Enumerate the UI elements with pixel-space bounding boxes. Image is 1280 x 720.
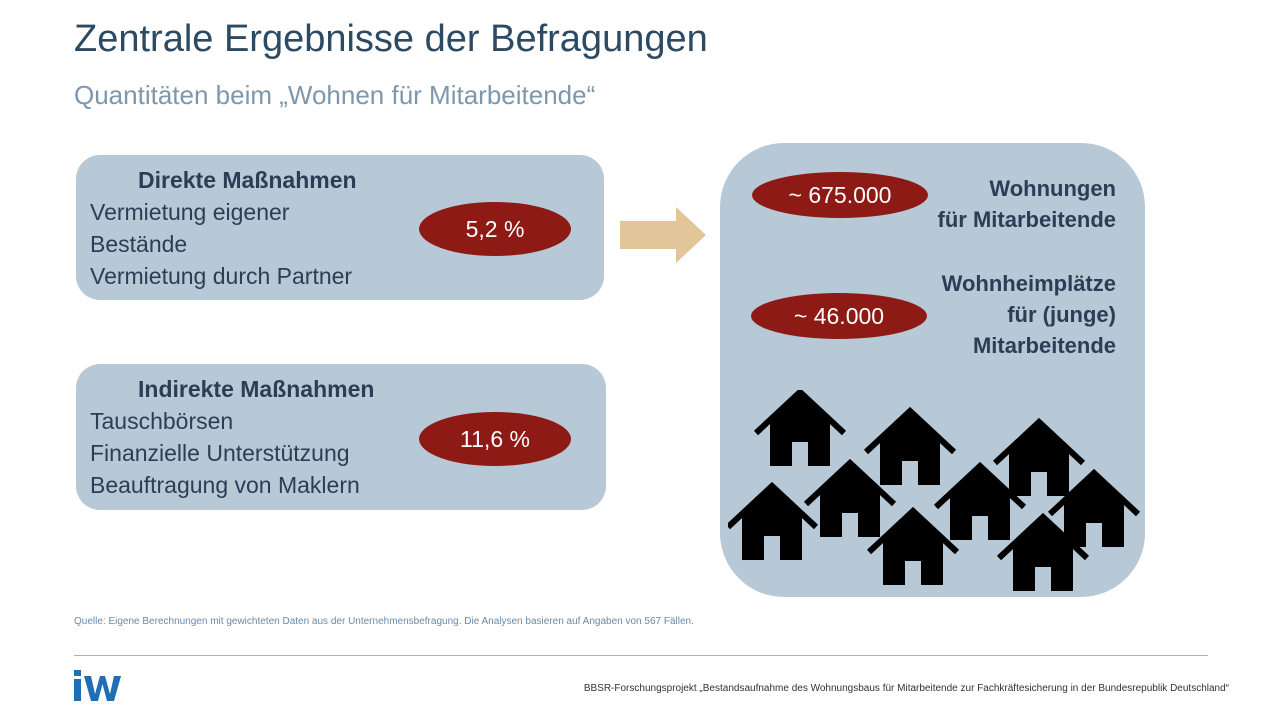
apartments-count-badge: ~ 675.000 [752,172,928,218]
arrow-right-icon [620,207,706,263]
footer-project-note: BBSR-Forschungsprojekt „Bestandsaufnahme… [583,683,1229,694]
direct-measures-line: Vermietung eigener [90,199,290,225]
indirect-measures-line: Tauschbörsen [90,408,234,434]
indirect-measures-heading: Indirekte Maßnahmen [138,376,375,402]
dorm-label: Wohnheimplätze für (junge) Mitarbeitende [941,271,1116,358]
house-icon [995,422,1083,496]
house-icon [866,411,954,485]
house-icon [756,392,844,466]
indirect-measures-line: Beauftragung von Maklern [90,472,360,498]
direct-measures-line: Vermietung durch Partner [90,263,353,289]
footer-divider [74,655,1208,656]
iw-logo: IW [74,670,121,701]
dorm-count-badge: ~ 46.000 [751,293,927,339]
apartments-label: Wohnungen für Mitarbeitende [937,176,1116,232]
house-icon [728,486,816,560]
page-subtitle: Quantitäten beim „Wohnen für Mitarbeiten… [74,80,596,110]
indirect-measures-line: Finanzielle Unterstützung [90,440,350,466]
direct-share-badge: 5,2 % [419,202,571,256]
houses-illustration [728,390,1148,600]
house-icon [869,511,957,585]
direct-measures-heading: Direkte Maßnahmen [138,167,357,193]
indirect-share-badge: 11,6 % [419,412,571,466]
source-note: Quelle: Eigene Berechnungen mit gewichte… [74,616,694,627]
page-title: Zentrale Ergebnisse der Befragungen [74,18,708,60]
direct-measures-line: Bestände [90,231,188,257]
